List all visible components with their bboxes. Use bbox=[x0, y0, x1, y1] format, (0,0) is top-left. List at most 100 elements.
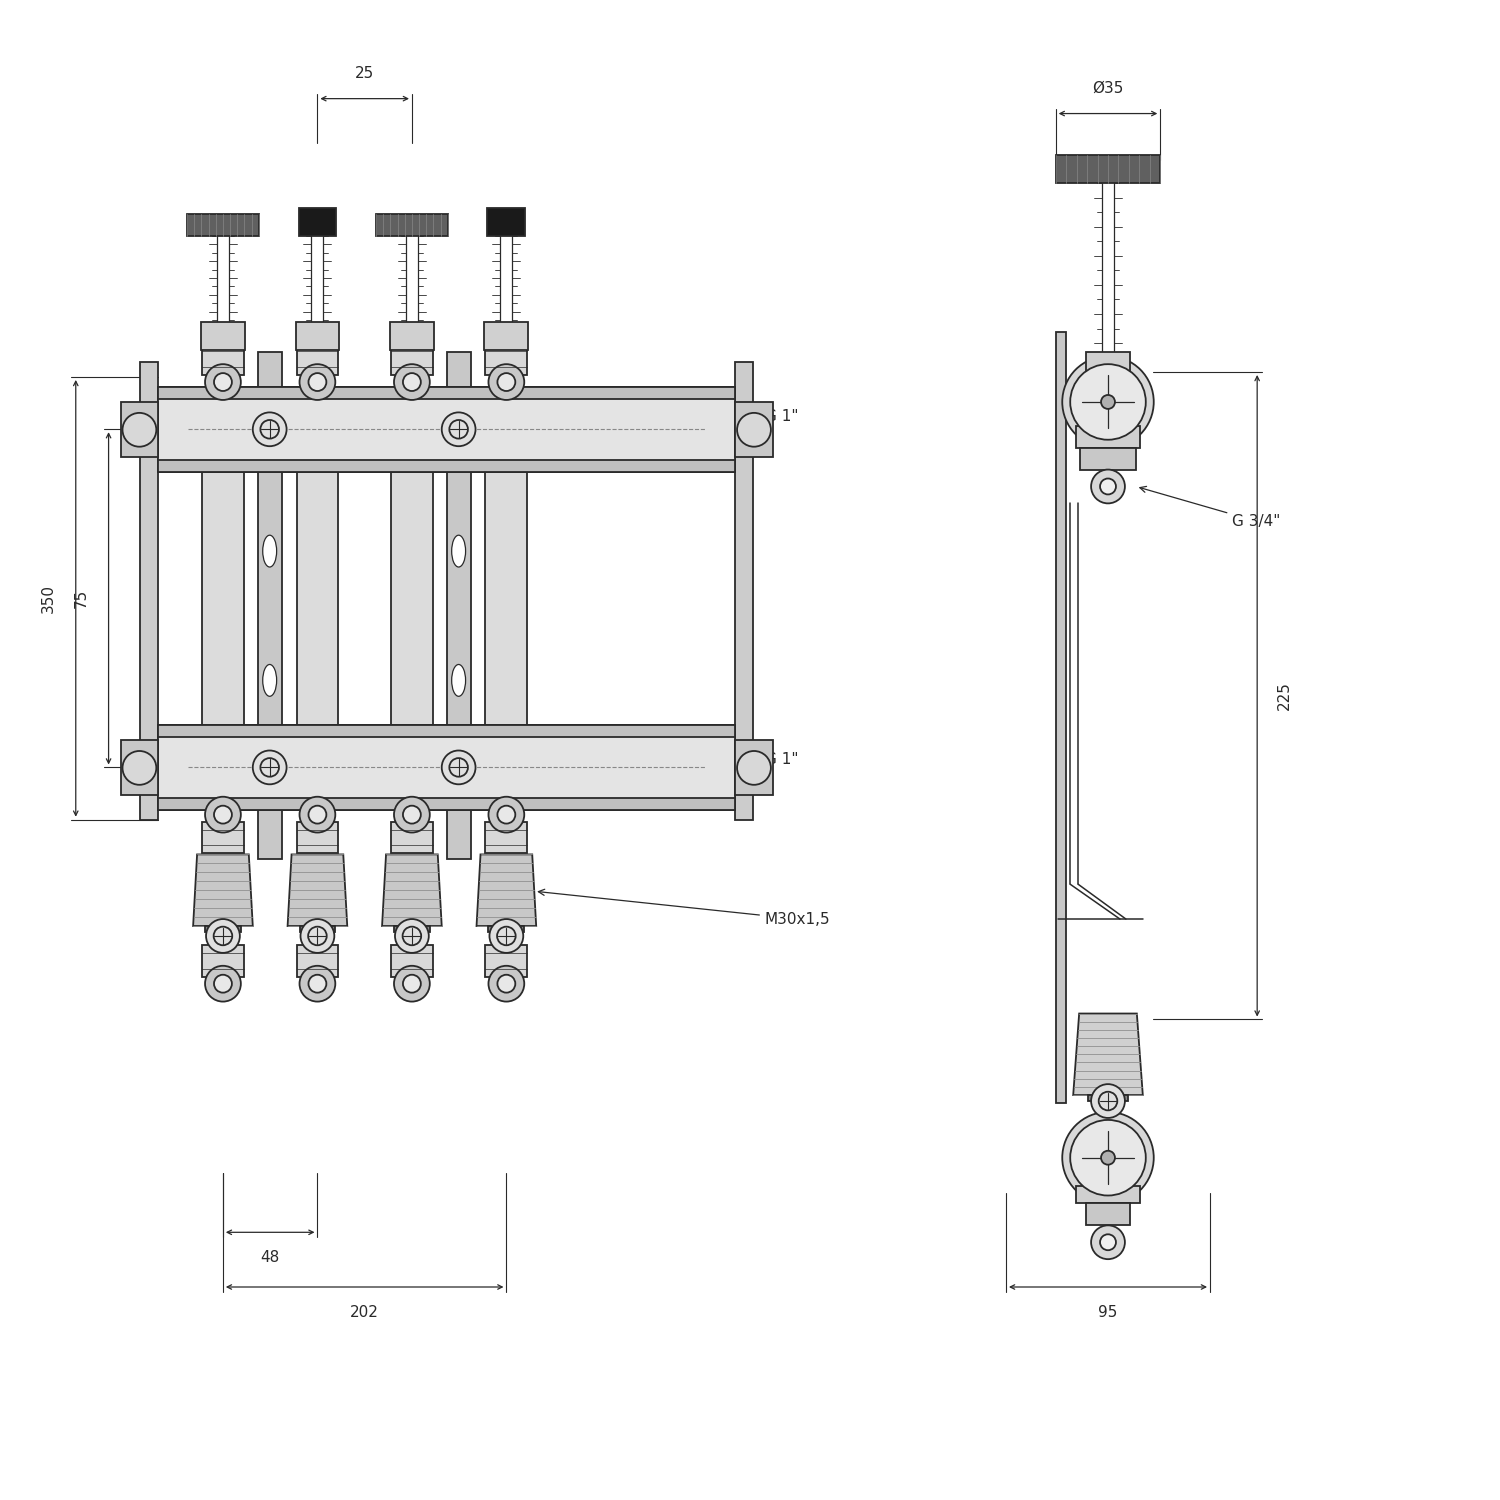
Bar bbox=[296, 322, 339, 350]
Bar bbox=[1056, 333, 1066, 1102]
Bar bbox=[120, 740, 159, 795]
Bar bbox=[376, 214, 447, 236]
Circle shape bbox=[489, 920, 524, 952]
Polygon shape bbox=[477, 855, 536, 926]
Circle shape bbox=[394, 364, 430, 400]
Bar bbox=[735, 402, 772, 456]
Circle shape bbox=[1100, 478, 1116, 495]
Bar bbox=[1076, 1185, 1140, 1203]
Bar bbox=[484, 322, 528, 350]
Bar bbox=[392, 945, 433, 976]
Bar bbox=[297, 344, 339, 375]
Circle shape bbox=[254, 413, 286, 446]
Bar bbox=[202, 387, 244, 810]
Bar bbox=[159, 459, 735, 471]
Ellipse shape bbox=[452, 664, 465, 696]
Bar bbox=[735, 362, 753, 819]
Circle shape bbox=[206, 364, 242, 400]
Bar bbox=[206, 926, 242, 932]
Bar bbox=[201, 322, 244, 350]
Circle shape bbox=[441, 413, 476, 446]
Text: 48: 48 bbox=[261, 1250, 280, 1264]
Polygon shape bbox=[194, 855, 254, 926]
Bar bbox=[202, 344, 244, 375]
Text: 25: 25 bbox=[356, 66, 375, 81]
Circle shape bbox=[394, 796, 430, 832]
Bar bbox=[300, 926, 336, 932]
Bar bbox=[297, 387, 339, 810]
Text: G 3/4": G 3/4" bbox=[1140, 486, 1281, 530]
Bar bbox=[298, 209, 336, 236]
Bar bbox=[159, 724, 735, 736]
Circle shape bbox=[1090, 1084, 1125, 1118]
Bar bbox=[486, 344, 526, 375]
Circle shape bbox=[404, 806, 422, 824]
Circle shape bbox=[489, 364, 525, 400]
Circle shape bbox=[1070, 364, 1146, 440]
Ellipse shape bbox=[262, 664, 276, 696]
Polygon shape bbox=[288, 855, 346, 926]
Circle shape bbox=[300, 364, 336, 400]
Bar bbox=[188, 214, 258, 236]
Circle shape bbox=[214, 374, 232, 392]
Polygon shape bbox=[1072, 1014, 1143, 1095]
Bar bbox=[159, 724, 735, 810]
Circle shape bbox=[206, 920, 240, 952]
Bar bbox=[202, 945, 244, 976]
Bar bbox=[390, 322, 433, 350]
Bar bbox=[159, 387, 735, 399]
Text: 95: 95 bbox=[1098, 1305, 1118, 1320]
Circle shape bbox=[123, 413, 156, 447]
Bar bbox=[394, 926, 430, 932]
Circle shape bbox=[214, 806, 232, 824]
Circle shape bbox=[300, 920, 334, 952]
Text: 225: 225 bbox=[1276, 681, 1292, 710]
Circle shape bbox=[498, 374, 516, 392]
Bar bbox=[488, 209, 525, 236]
Bar bbox=[1086, 1203, 1130, 1225]
Circle shape bbox=[123, 752, 156, 784]
Circle shape bbox=[736, 752, 771, 784]
Bar bbox=[392, 387, 433, 810]
Circle shape bbox=[214, 975, 232, 993]
Bar bbox=[486, 945, 526, 976]
Circle shape bbox=[394, 920, 429, 952]
Text: 202: 202 bbox=[350, 1305, 380, 1320]
Bar bbox=[447, 352, 471, 860]
Bar bbox=[258, 352, 282, 860]
Circle shape bbox=[404, 374, 422, 392]
Circle shape bbox=[441, 750, 476, 784]
Circle shape bbox=[1090, 470, 1125, 504]
Circle shape bbox=[1101, 1150, 1114, 1164]
Text: 350: 350 bbox=[40, 584, 56, 614]
Circle shape bbox=[309, 975, 327, 993]
Text: Ø35: Ø35 bbox=[1092, 81, 1124, 96]
Bar bbox=[297, 822, 339, 854]
Circle shape bbox=[736, 413, 771, 447]
Circle shape bbox=[498, 975, 516, 993]
Circle shape bbox=[394, 966, 430, 1002]
Ellipse shape bbox=[262, 536, 276, 567]
Bar bbox=[486, 822, 526, 854]
Bar bbox=[1080, 447, 1136, 470]
Bar bbox=[159, 387, 735, 471]
Bar bbox=[141, 362, 159, 819]
Circle shape bbox=[309, 806, 327, 824]
Circle shape bbox=[254, 750, 286, 784]
Text: M30x1,5: M30x1,5 bbox=[538, 890, 831, 927]
Text: G 1": G 1" bbox=[729, 753, 798, 770]
Circle shape bbox=[309, 374, 327, 392]
Bar bbox=[735, 740, 772, 795]
Bar bbox=[120, 402, 159, 456]
Text: G 1": G 1" bbox=[729, 410, 798, 430]
Bar bbox=[392, 344, 433, 375]
Circle shape bbox=[498, 806, 516, 824]
Bar bbox=[202, 822, 244, 854]
Bar bbox=[159, 798, 735, 810]
Circle shape bbox=[1062, 356, 1154, 447]
Bar bbox=[297, 945, 339, 976]
Circle shape bbox=[489, 966, 525, 1002]
Bar bbox=[1086, 352, 1130, 380]
Circle shape bbox=[1070, 1120, 1146, 1196]
Bar bbox=[1056, 156, 1160, 183]
